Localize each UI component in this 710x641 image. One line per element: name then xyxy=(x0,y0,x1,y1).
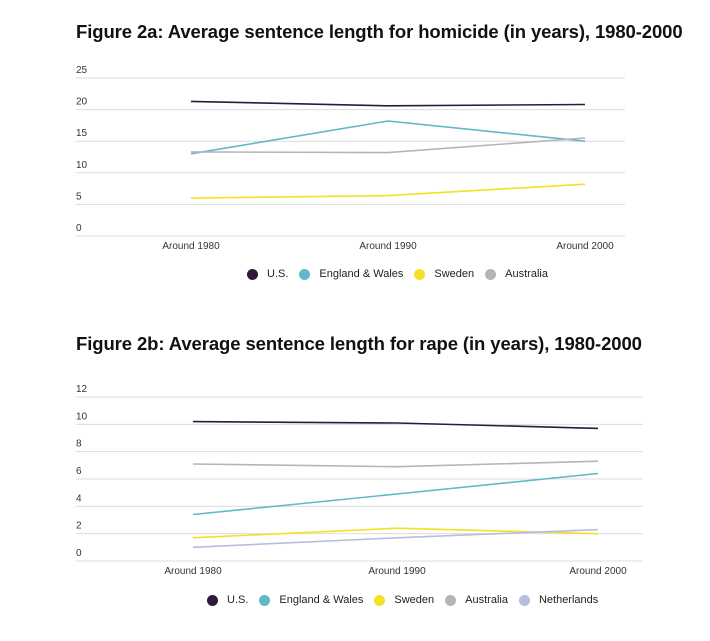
figure-2b-title: Figure 2b: Average sentence length for r… xyxy=(76,333,642,354)
legend-dot-icon xyxy=(259,594,271,606)
y-tick-label: 8 xyxy=(76,439,82,450)
y-tick-label: 5 xyxy=(76,191,82,202)
legend-item: Netherlands xyxy=(518,594,599,606)
series-line-england-wales xyxy=(190,120,586,155)
legend-label: England & Wales xyxy=(319,268,404,280)
legend-label: Sweden xyxy=(394,594,435,606)
x-tick-label: Around 1980 xyxy=(162,241,220,252)
figure-2b-legend: U.S. England & Wales Sweden Australia Nether… xyxy=(207,594,609,606)
legend-label: U.S. xyxy=(267,268,289,280)
legend-dot-icon xyxy=(207,594,218,606)
legend-label: Netherlands xyxy=(538,594,599,606)
legend-dot-icon xyxy=(247,268,258,280)
series-line-u-s xyxy=(192,420,599,430)
legend-item: Sweden xyxy=(374,594,434,606)
legend-item: Sweden xyxy=(414,268,474,280)
y-tick-label: 25 xyxy=(76,65,88,76)
figure-2a-chart: 0 5 10 15 20 25 Around 1980 Around 1990 Around 2… xyxy=(76,65,625,252)
legend-label: Australia xyxy=(505,268,548,280)
legend-item: U.S. xyxy=(207,594,248,606)
legend-label: Sweden xyxy=(434,268,475,280)
legend-item: Australia xyxy=(445,594,508,606)
x-tick-label: Around 1990 xyxy=(359,241,417,252)
legend-label: U.S. xyxy=(227,594,249,606)
y-tick-label: 15 xyxy=(76,128,88,139)
series-line-sweden xyxy=(192,527,599,539)
x-tick-label: Around 1990 xyxy=(368,566,426,577)
figure-2a-title: Figure 2a: Average sentence length for h… xyxy=(76,21,683,42)
y-tick-label: 6 xyxy=(76,466,82,477)
x-tick-label: Around 2000 xyxy=(569,566,627,577)
figure-2a-legend: U.S. England & Wales Sweden Australia xyxy=(247,268,559,280)
series-line-australia xyxy=(190,137,586,154)
x-tick-label: Around 1980 xyxy=(164,566,222,577)
series-line-u-s xyxy=(190,100,586,107)
legend-dot-icon xyxy=(485,268,497,280)
y-tick-label: 20 xyxy=(76,97,88,108)
x-tick-label: Around 2000 xyxy=(556,241,614,252)
y-tick-label: 10 xyxy=(76,160,88,171)
y-tick-label: 12 xyxy=(76,384,88,395)
legend-dot-icon xyxy=(299,268,311,280)
figure-2b-chart: 0 2 4 6 8 10 12 Around 1980 Around 1990 Around 20… xyxy=(76,384,643,577)
legend-dot-icon xyxy=(445,594,457,606)
legend-item: England & Wales xyxy=(299,268,403,280)
legend-label: England & Wales xyxy=(279,594,364,606)
legend-item: Australia xyxy=(485,268,548,280)
legend-item: England & Wales xyxy=(259,594,363,606)
legend-dot-icon xyxy=(374,594,386,606)
series-line-australia xyxy=(192,460,599,468)
y-tick-label: 2 xyxy=(76,521,82,532)
y-tick-label: 0 xyxy=(76,548,82,559)
y-tick-label: 0 xyxy=(76,223,82,234)
y-tick-label: 10 xyxy=(76,411,88,422)
legend-dot-icon xyxy=(518,594,530,606)
y-tick-label: 4 xyxy=(76,493,82,504)
legend-label: Australia xyxy=(465,594,508,606)
series-line-england-wales xyxy=(192,472,599,516)
legend-item: U.S. xyxy=(247,268,288,280)
series-line-netherlands xyxy=(192,528,599,549)
legend-dot-icon xyxy=(414,268,426,280)
series-line-sweden xyxy=(190,183,586,199)
